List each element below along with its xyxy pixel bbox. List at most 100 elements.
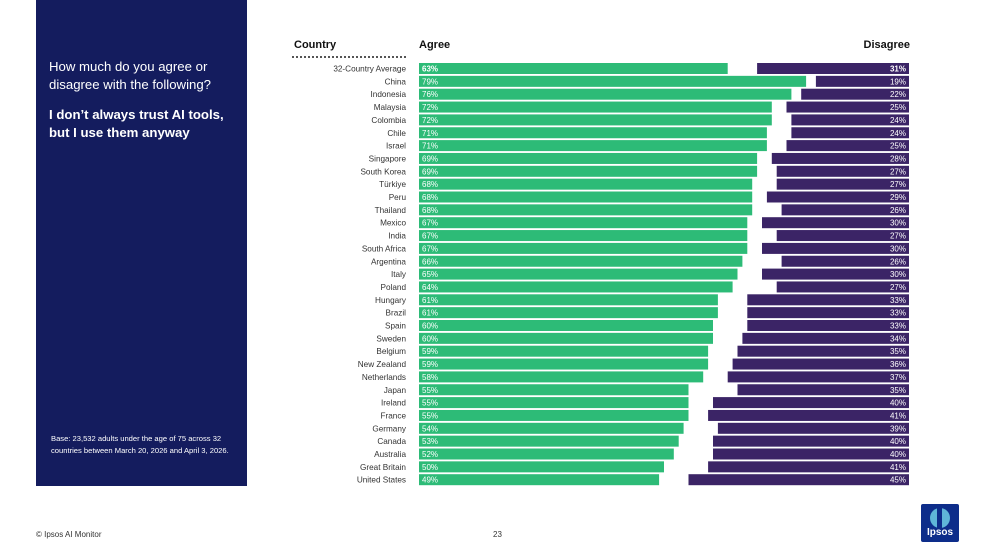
agree-bar [419, 204, 753, 216]
agree-value-label: 79% [422, 77, 438, 86]
agree-bar [419, 255, 743, 267]
agree-value-label: 71% [422, 142, 438, 151]
disagree-value-label: 31% [890, 65, 906, 74]
disagree-column-header: Disagree [863, 39, 910, 51]
agree-value-label: 60% [422, 322, 438, 331]
agree-value-label: 67% [422, 232, 438, 241]
agree-bar [419, 384, 689, 396]
agree-value-label: 49% [422, 476, 438, 485]
logo-text: Ipsos [926, 527, 954, 538]
country-label: Colombia [371, 116, 406, 125]
agree-value-label: 53% [422, 437, 438, 446]
disagree-value-label: 34% [890, 334, 906, 343]
disagree-bar [688, 474, 909, 486]
country-label: Belgium [376, 347, 406, 356]
disagree-value-label: 36% [890, 360, 906, 369]
disagree-value-label: 30% [890, 244, 906, 253]
country-label: India [388, 232, 406, 241]
agree-bar [419, 191, 753, 203]
disagree-value-label: 26% [890, 257, 906, 266]
disagree-value-label: 27% [890, 283, 906, 292]
agree-value-label: 72% [422, 103, 438, 112]
country-label: Brazil [386, 309, 407, 318]
country-label: Singapore [369, 154, 407, 163]
agree-bar [419, 217, 748, 229]
question-text: How much do you agree or disagree with t… [49, 59, 212, 92]
disagree-value-label: 28% [890, 154, 906, 163]
disagree-value-label: 26% [890, 206, 906, 215]
country-label: Ireland [381, 399, 406, 408]
country-label: China [385, 77, 407, 86]
country-label: Spain [385, 322, 406, 331]
disagree-bar [786, 140, 909, 152]
country-label: Peru [389, 193, 407, 202]
agree-bar [419, 281, 733, 293]
disagree-value-label: 33% [890, 322, 906, 331]
agree-value-label: 61% [422, 309, 438, 318]
country-label: Indonesia [370, 90, 406, 99]
country-label: Canada [377, 437, 406, 446]
copyright-text: © Ipsos AI Monitor [36, 530, 102, 539]
disagree-value-label: 27% [890, 167, 906, 176]
agree-value-label: 59% [422, 360, 438, 369]
agree-bar [419, 345, 709, 357]
disagree-bar [713, 397, 909, 409]
country-label: United States [357, 476, 406, 485]
disagree-bar [713, 448, 909, 460]
country-label: Chile [387, 129, 406, 138]
disagree-bar [747, 320, 909, 331]
agree-value-label: 64% [422, 283, 438, 292]
disagree-bar [708, 409, 909, 421]
disagree-value-label: 40% [890, 399, 906, 408]
disagree-value-label: 35% [890, 347, 906, 356]
disagree-value-label: 24% [890, 129, 906, 138]
country-label: Malaysia [374, 103, 407, 112]
agree-bar [419, 127, 767, 139]
agree-value-label: 68% [422, 193, 438, 202]
disagree-value-label: 40% [890, 450, 906, 459]
country-label: New Zealand [358, 360, 407, 369]
country-label: South Africa [362, 244, 407, 253]
logo-mark-cut [937, 508, 942, 528]
agree-bar [419, 88, 792, 100]
agree-value-label: 71% [422, 129, 438, 138]
agree-value-label: 55% [422, 386, 438, 395]
country-label: Argentina [371, 257, 406, 266]
agree-value-label: 58% [422, 373, 438, 382]
disagree-bar [762, 268, 909, 280]
agree-bar [419, 307, 718, 319]
agree-bar [419, 422, 684, 434]
disagree-bar [708, 461, 909, 473]
page-number: 23 [493, 530, 502, 539]
agree-value-label: 76% [422, 90, 438, 99]
agree-bar [419, 461, 664, 473]
disagree-value-label: 40% [890, 437, 906, 446]
agree-value-label: 67% [422, 244, 438, 253]
disagree-bar [776, 178, 909, 190]
agree-bar [419, 474, 660, 486]
agree-value-label: 50% [422, 463, 438, 472]
agree-value-label: 60% [422, 334, 438, 343]
question-panel: How much do you agree or disagree with t… [36, 0, 247, 486]
country-label: Japan [384, 386, 407, 395]
agree-bar [419, 294, 718, 306]
agree-value-label: 59% [422, 347, 438, 356]
country-label: Mexico [380, 219, 406, 228]
disagree-bar [776, 230, 909, 242]
disagree-value-label: 41% [890, 411, 906, 420]
country-label: Great Britain [360, 463, 406, 472]
agree-value-label: 65% [422, 270, 438, 279]
disagree-bar [737, 384, 909, 396]
disagree-bar [791, 114, 909, 126]
disagree-bar [776, 281, 909, 293]
disagree-bar [771, 152, 909, 164]
agree-value-label: 61% [422, 296, 438, 305]
country-label: France [381, 411, 407, 420]
agree-bar [419, 114, 772, 126]
disagree-value-label: 27% [890, 232, 906, 241]
agree-value-label: 52% [422, 450, 438, 459]
agree-bar [419, 152, 758, 164]
disagree-bar [737, 345, 909, 357]
country-label: 32-Country Average [333, 65, 406, 74]
disagree-bar [766, 191, 909, 203]
